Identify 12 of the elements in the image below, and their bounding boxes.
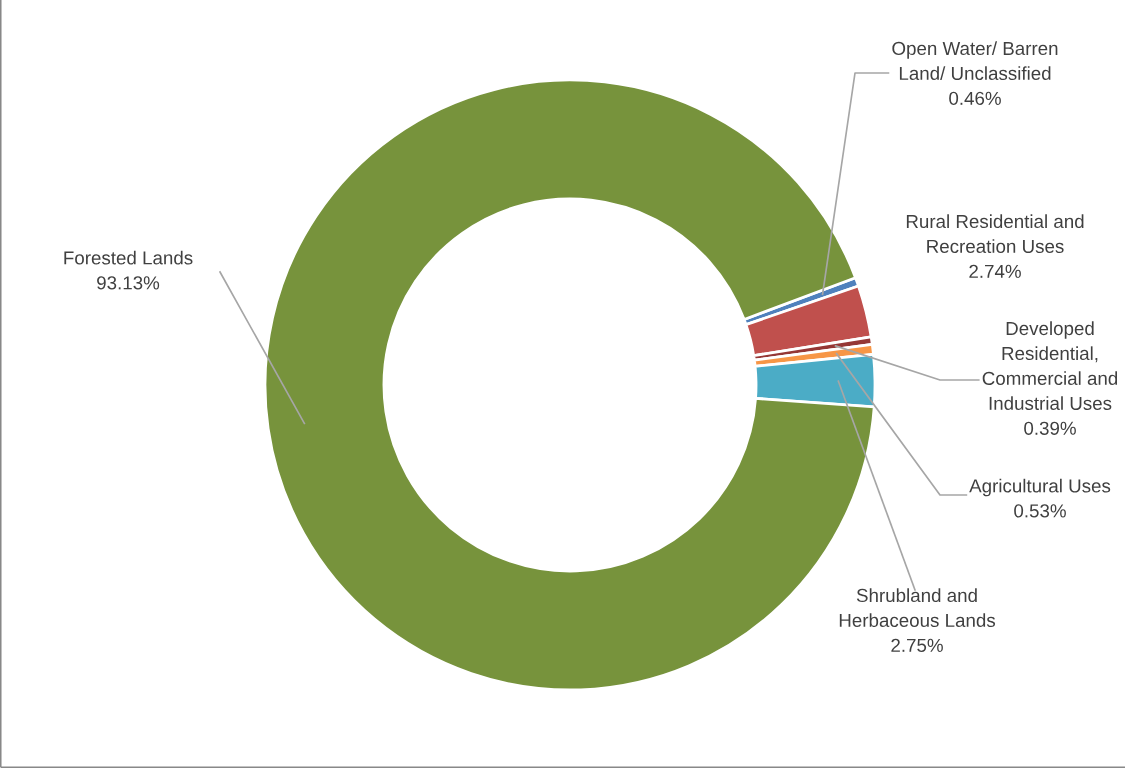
slice-label: Rural Residential and Recreation Uses (906, 214, 1084, 254)
data-label: 2.74% (969, 264, 1021, 278)
data-label: 0.39% (1024, 421, 1076, 435)
data-label: 0.46% (949, 91, 1001, 105)
slice-label: Agricultural Uses (969, 478, 1111, 497)
slice-label: Open Water/ Barren Land/ Unclassified (892, 41, 1058, 81)
data-label: 93.13% (97, 276, 160, 290)
slice-label: Forested Lands (64, 250, 193, 265)
data-label: 0.53% (1014, 504, 1066, 518)
slice-label: Developed Residential, Commercial and Industrial Uses (982, 321, 1118, 410)
slice-label: Shrubland and Herbaceous Lands (839, 588, 996, 628)
data-label: 2.75% (891, 638, 943, 652)
